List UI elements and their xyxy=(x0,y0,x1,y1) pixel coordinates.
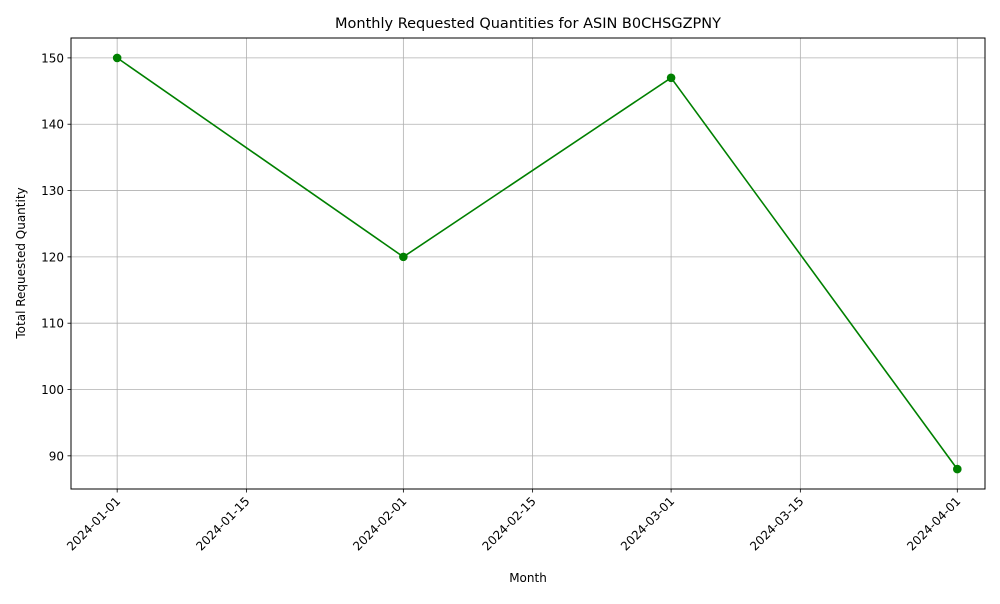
x-tick-label: 2024-01-15 xyxy=(193,494,252,553)
y-tick-label: 150 xyxy=(41,51,64,65)
data-point-marker xyxy=(953,464,962,474)
axes: 90 100 110 120 130 140 150 2024-01-01 2024-01-15… xyxy=(41,51,963,553)
series-line xyxy=(116,57,958,470)
x-tick-label: 2024-04-01 xyxy=(904,494,963,553)
x-tick-label: 2024-03-01 xyxy=(618,494,677,553)
data-point-marker xyxy=(666,73,676,83)
data-point-marker xyxy=(399,252,408,262)
y-tick-label: 120 xyxy=(41,250,64,264)
chart-title: Monthly Requested Quantities for ASIN B0… xyxy=(335,16,721,32)
x-tick-label: 2024-01-01 xyxy=(64,494,123,553)
y-tick-label: 110 xyxy=(41,317,64,331)
y-tick-label: 140 xyxy=(41,118,64,132)
grid xyxy=(71,38,985,489)
y-tick-label: 130 xyxy=(41,184,64,198)
y-tick-label: 100 xyxy=(41,383,64,397)
data-point-marker xyxy=(112,53,122,63)
plot-frame xyxy=(70,37,986,490)
x-tick-label: 2024-03-15 xyxy=(747,494,806,553)
x-tick-label: 2024-02-01 xyxy=(350,494,409,553)
y-axis-label: Total Requested Quantity xyxy=(14,187,28,339)
x-tick-label: 2024-02-15 xyxy=(480,494,539,553)
y-tick-label: 90 xyxy=(49,449,64,463)
series-layer xyxy=(112,53,962,474)
x-axis-label: Month xyxy=(509,571,547,585)
